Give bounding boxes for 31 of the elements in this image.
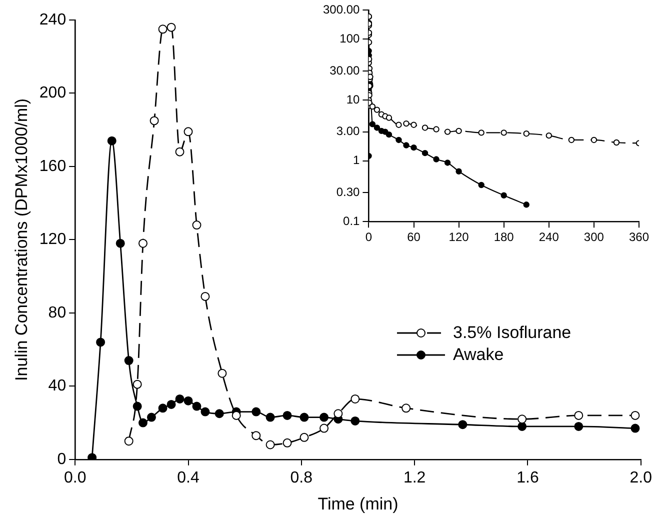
y-tick-label: 0.30	[336, 184, 360, 199]
y-tick-label: 160	[39, 158, 66, 175]
x-tick-label: 60	[407, 230, 421, 244]
y-tick-label: 240	[39, 11, 66, 28]
legend-label: 3.5% Isoflurane	[453, 322, 572, 344]
y-tick-label: 200	[39, 84, 66, 102]
x-axis-title: Time (min)	[318, 494, 398, 514]
y-tick-label: 80	[48, 304, 66, 322]
x-tick-label: 2.0	[630, 469, 652, 486]
x-tick-label: 300	[584, 230, 604, 244]
x-tick-label: 360	[628, 230, 650, 244]
y-tick-label: 3.00	[336, 124, 360, 138]
x-tick-label: 0.4	[177, 469, 200, 486]
y-tick-label: 100	[340, 32, 360, 46]
y-tick-label: 0.1	[343, 214, 360, 228]
legend-label: Awake	[453, 344, 504, 366]
x-tick-label: 1.2	[403, 469, 426, 486]
y-tick-label: 1	[353, 153, 360, 168]
x-tick-label: 180	[494, 230, 514, 244]
x-tick-label: 0.0	[64, 469, 86, 486]
x-tick-label: 1.6	[516, 469, 539, 486]
y-tick-label: 0	[57, 450, 66, 468]
x-tick-label: 0	[365, 230, 372, 244]
y-tick-label: 40	[48, 378, 66, 395]
x-tick-label: 120	[448, 230, 470, 244]
x-tick-label: 240	[538, 230, 560, 244]
y-tick-label: 300.00	[323, 2, 360, 17]
y-tick-label: 30.00	[330, 63, 360, 78]
x-tick-label: 0.8	[290, 469, 313, 486]
y-tick-label: 10	[346, 92, 360, 106]
y-axis-title: Inulin Concentrations (DPMx1000/ml)	[12, 98, 31, 381]
